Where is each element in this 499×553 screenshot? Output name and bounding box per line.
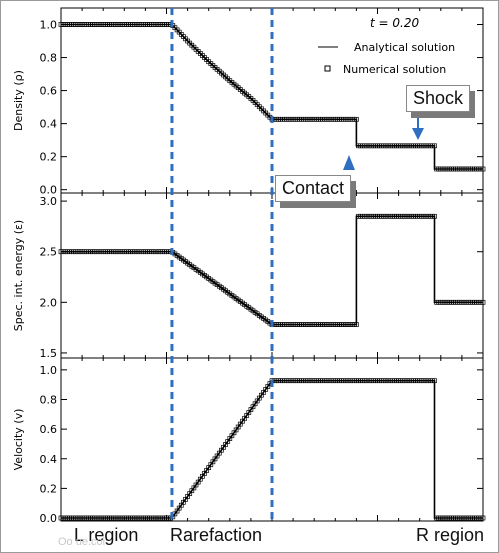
contact-callout: Contact bbox=[275, 175, 351, 202]
y-tick-label: 0.0 bbox=[40, 512, 58, 525]
y-tick-label: 1.0 bbox=[40, 364, 58, 377]
region-label-rarefaction: Rarefaction bbox=[170, 525, 262, 546]
legend-analytical-label: Analytical solution bbox=[354, 41, 455, 54]
y-tick-label: 0.4 bbox=[40, 453, 58, 466]
y-tick-label: 0.6 bbox=[40, 85, 58, 98]
y-tick-label: 0.8 bbox=[40, 393, 58, 406]
y-tick-label: 0.2 bbox=[40, 151, 58, 164]
y-axis-label: Velocity (v) bbox=[12, 409, 25, 471]
y-axis-label: Density (ρ) bbox=[12, 70, 25, 131]
y-tick-label: 2.0 bbox=[40, 296, 58, 309]
y-tick-label: 0.8 bbox=[40, 52, 58, 65]
y-tick-label: 3.0 bbox=[40, 195, 58, 208]
y-tick-label: 0.4 bbox=[40, 118, 58, 131]
shock-callout: Shock bbox=[406, 85, 470, 112]
time-annotation: t = 0.20 bbox=[370, 16, 419, 30]
region-label-right: R region bbox=[416, 525, 484, 546]
y-tick-label: 2.5 bbox=[40, 246, 58, 259]
y-tick-label: 1.0 bbox=[40, 19, 58, 32]
legend-numerical-label: Numerical solution bbox=[343, 63, 446, 76]
watermark: Oo ue.coi bbox=[58, 536, 105, 548]
y-tick-label: 0.2 bbox=[40, 482, 58, 495]
y-axis-label: Spec. int. energy (ε) bbox=[12, 220, 25, 331]
y-tick-label: 1.5 bbox=[40, 347, 58, 360]
y-tick-label: 0.6 bbox=[40, 423, 58, 436]
